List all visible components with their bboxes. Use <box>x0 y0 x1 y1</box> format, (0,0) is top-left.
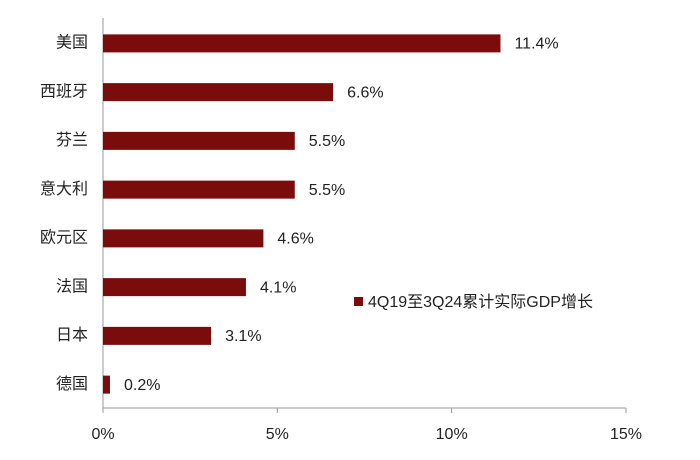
x-tick-label: 10% <box>436 426 468 443</box>
bar <box>103 278 246 297</box>
y-tick-label: 美国 <box>56 34 88 52</box>
value-label: 11.4% <box>514 36 558 53</box>
legend: 4Q19至3Q24累计实际GDP增长 <box>354 292 626 314</box>
value-label: 0.2% <box>124 377 160 394</box>
bar <box>103 180 295 199</box>
y-tick-label: 意大利 <box>40 179 88 198</box>
x-tick-label: 5% <box>266 426 289 443</box>
value-label: 5.5% <box>309 182 345 199</box>
y-tick-label: 欧元区 <box>40 229 88 247</box>
value-label: 3.1% <box>225 328 261 345</box>
value-label: 6.6% <box>347 84 383 101</box>
bar <box>103 34 501 53</box>
y-tick-label: 德国 <box>56 375 88 393</box>
bar <box>103 375 110 394</box>
y-tick-label: 西班牙 <box>40 82 88 100</box>
value-label: 4.1% <box>260 279 296 296</box>
x-tick-label: 0% <box>91 426 114 443</box>
x-tick-label: 15% <box>610 426 642 443</box>
legend-label: 4Q19至3Q24累计实际GDP增长 <box>368 294 593 311</box>
bar <box>103 131 295 150</box>
y-tick-label: 芬兰 <box>56 131 88 149</box>
y-tick-label: 法国 <box>56 277 88 295</box>
legend-swatch <box>354 297 363 306</box>
value-label: 4.6% <box>277 231 313 248</box>
y-tick-label: 日本 <box>56 326 88 344</box>
bar <box>103 229 264 248</box>
bar <box>103 83 334 102</box>
bar <box>103 326 212 345</box>
value-label: 5.5% <box>309 133 345 150</box>
